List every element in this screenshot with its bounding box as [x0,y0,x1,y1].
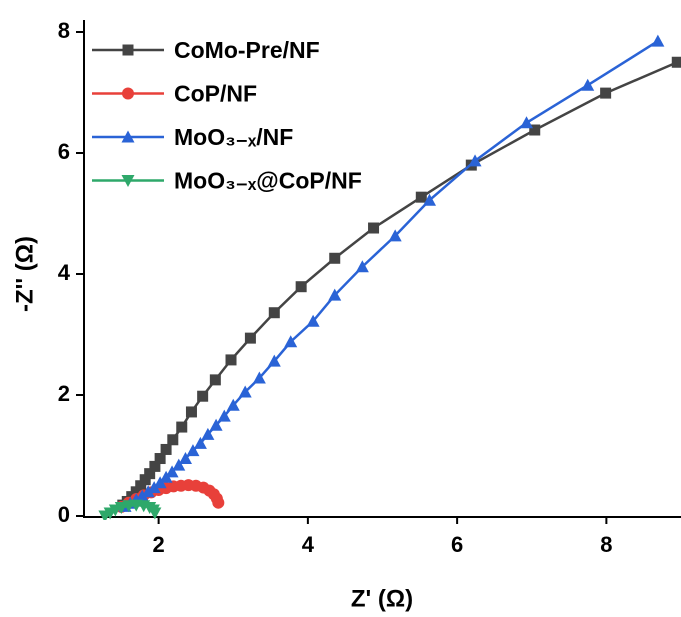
marker [328,288,342,301]
marker [201,427,215,440]
marker [121,175,135,187]
marker [212,496,225,509]
marker [209,374,221,386]
marker [600,87,612,99]
legend-label: CoP/NF [174,81,257,107]
marker [388,229,402,242]
marker [121,130,135,143]
marker [193,436,207,449]
x-tick-label: 4 [302,532,315,557]
marker [468,154,482,167]
y-tick-label: 0 [58,502,70,527]
marker [135,489,149,502]
legend-label: MoO₃₋ₓ@CoP/NF [174,168,362,194]
y-tick-label: 2 [58,381,70,406]
marker [139,474,151,486]
marker [306,314,320,327]
marker [167,434,179,446]
marker [149,460,161,472]
x-tick-label: 2 [153,532,165,557]
marker [284,335,298,348]
marker [368,222,380,234]
marker [268,307,280,319]
marker [147,481,161,494]
marker [529,124,541,136]
marker [122,44,134,56]
marker [141,485,155,498]
marker [122,87,134,100]
marker [267,354,281,367]
marker [355,260,369,273]
marker [295,281,307,293]
legend-label: CoMo-Pre/NF [174,37,320,63]
legend-label: MoO₃₋ₓ/NF [174,124,293,150]
plot-area [98,34,681,520]
marker [225,354,237,366]
marker [154,453,166,465]
marker [423,193,437,206]
marker [226,398,240,411]
marker [114,502,128,515]
marker [651,34,665,47]
marker [172,458,186,471]
marker [329,252,341,264]
marker [144,468,156,480]
marker [415,191,427,203]
marker [217,409,231,422]
y-tick-label: 8 [58,18,70,43]
marker [165,465,179,478]
marker [252,371,266,384]
marker [520,116,534,129]
marker [135,480,147,492]
marker [238,385,252,398]
marker [671,56,681,68]
marker [244,332,256,344]
y-axis-label: -Z'' (Ω) [11,236,38,312]
marker [130,486,142,498]
marker [178,452,192,465]
y-tick-label: 4 [58,260,71,285]
x-tick-label: 8 [600,532,612,557]
y-tick-label: 6 [58,139,70,164]
marker [186,444,200,457]
marker [176,421,188,433]
x-tick-label: 6 [451,532,463,557]
marker [209,418,223,431]
marker [148,507,162,520]
marker [581,78,595,91]
x-axis-label: Z' (Ω) [351,585,413,612]
marker [185,406,197,418]
marker [197,390,209,402]
marker [160,443,172,455]
